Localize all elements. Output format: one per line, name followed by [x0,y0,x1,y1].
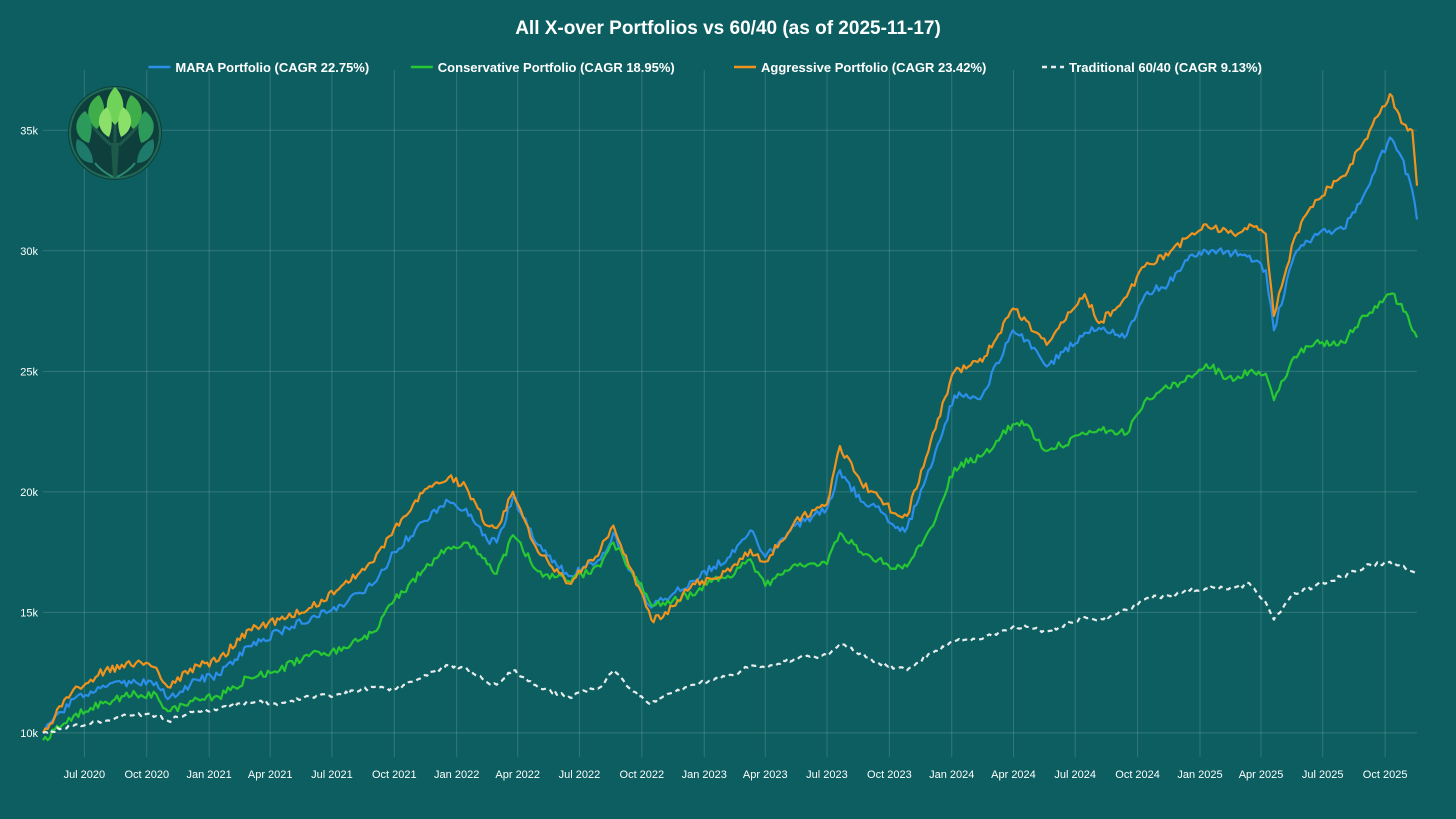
x-tick-label: Jan 2023 [682,769,727,781]
chart-title: All X-over Portfolios vs 60/40 (as of 20… [515,18,941,39]
y-tick-label: 25k [20,366,38,378]
x-tick-label: Apr 2023 [743,769,788,781]
y-tick-label: 20k [20,487,38,499]
series-line-traditional-60-40[interactable] [42,560,1418,734]
x-tick-label: Jul 2021 [311,769,353,781]
x-tick-label: Jul 2023 [806,769,848,781]
x-tick-label: Jan 2021 [187,769,232,781]
legend-item[interactable]: Traditional 60/40 (CAGR 9.13%) [1042,60,1262,75]
x-tick-label: Oct 2020 [124,769,169,781]
legend-label: Aggressive Portfolio (CAGR 23.42%) [761,60,986,75]
x-tick-label: Oct 2022 [620,769,665,781]
legend-item[interactable]: Conservative Portfolio (CAGR 18.95%) [410,60,675,75]
x-tick-label: Jul 2024 [1054,769,1096,781]
axes: 10k 15k 20k 25k 30k 35k Jul 2020 Oct 2020 Jan 20… [20,125,1407,781]
x-tick-label: Jul 2025 [1302,769,1344,781]
legend-label: Traditional 60/40 (CAGR 9.13%) [1069,60,1262,75]
x-tick-label: Oct 2024 [1115,769,1160,781]
x-tick-label: Jul 2020 [64,769,106,781]
legend-item[interactable]: MARA Portfolio (CAGR 22.75%) [148,60,369,75]
x-tick-label: Apr 2025 [1239,769,1284,781]
x-tick-label: Jan 2025 [1177,769,1222,781]
x-tick-label: Oct 2021 [372,769,417,781]
y-tick-label: 35k [20,125,38,137]
y-tick-label: 15k [20,607,38,619]
x-tick-label: Jul 2022 [559,769,601,781]
legend-item[interactable]: Aggressive Portfolio (CAGR 23.42%) [734,60,986,75]
series-line-mara-portfolio[interactable] [42,136,1419,734]
series-line-conservative-portfolio[interactable] [42,292,1419,742]
x-tick-label: Apr 2024 [991,769,1036,781]
x-tick-label: Oct 2023 [867,769,912,781]
series-line-aggressive-portfolio[interactable] [42,93,1419,734]
x-tick-label: Apr 2021 [248,769,293,781]
x-tick-label: Jan 2022 [434,769,479,781]
y-tick-label: 10k [20,728,38,740]
x-tick-label: Oct 2025 [1363,769,1408,781]
y-tick-label: 30k [20,246,38,258]
x-tick-label: Jan 2024 [929,769,974,781]
tree-logo-icon [68,86,162,180]
grid [43,70,1417,757]
legend-label: Conservative Portfolio (CAGR 18.95%) [438,60,675,75]
legend[interactable]: MARA Portfolio (CAGR 22.75%) Conservative… [148,60,1262,75]
legend-label: MARA Portfolio (CAGR 22.75%) [175,60,369,75]
x-tick-label: Apr 2022 [495,769,540,781]
series-layer [42,93,1419,742]
